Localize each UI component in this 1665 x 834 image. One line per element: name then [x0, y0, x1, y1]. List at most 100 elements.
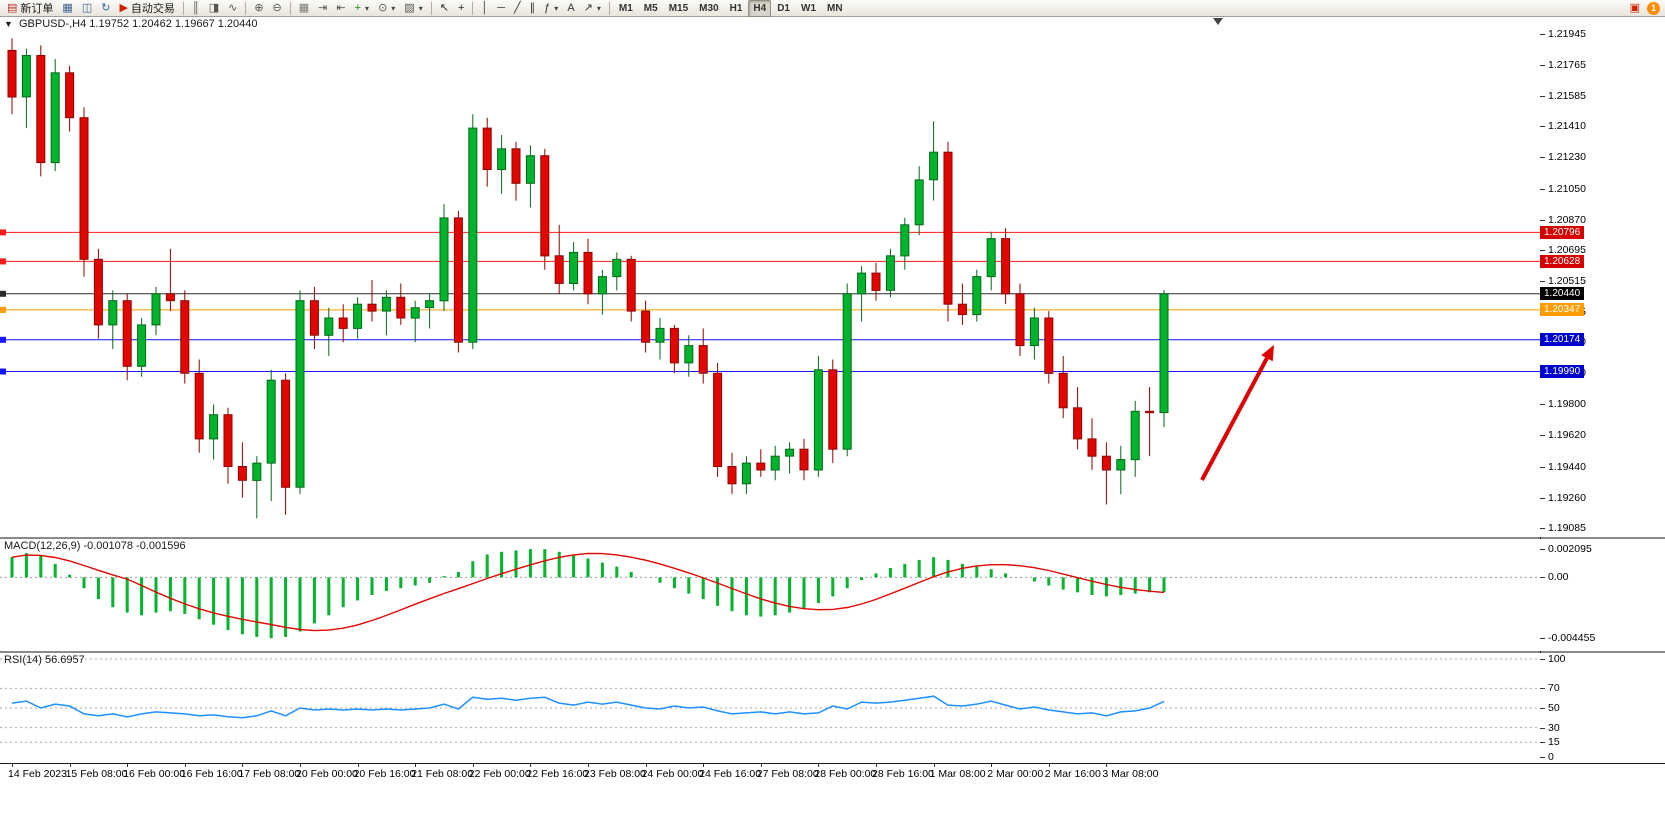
time-label: 16 Feb 00:00: [123, 768, 186, 780]
timeframe-mn-button[interactable]: MN: [827, 2, 843, 14]
timeframe-h1-button[interactable]: H1: [729, 2, 743, 14]
candle: [309, 300, 319, 336]
price-tick: 1.19620: [1540, 429, 1586, 441]
price-tick: 1.21765: [1540, 59, 1586, 71]
candle: [1145, 410, 1155, 414]
panel-splitter[interactable]: [0, 537, 1665, 539]
templates-button[interactable]: ▨ ▾: [400, 0, 426, 17]
time-tick: [1106, 764, 1108, 767]
arrows-icon[interactable]: ↗ ▾: [580, 0, 605, 17]
new-order-button[interactable]: ▤ 新订单: [3, 0, 57, 17]
rsi-tick: 70: [1540, 682, 1560, 694]
timeframe-m1-button[interactable]: M1: [618, 2, 633, 14]
candle: [295, 300, 305, 488]
price-tick: 1.21945: [1540, 28, 1586, 40]
candle: [108, 300, 118, 326]
price-tick: 1.21585: [1540, 90, 1586, 102]
chart-symbol-period: GBPUSD-,H4: [18, 18, 87, 30]
zoom-in-icon[interactable]: ⊕: [250, 0, 267, 17]
candle: [425, 300, 435, 309]
price-tick: 1.19440: [1540, 461, 1586, 473]
alert-window-icon[interactable]: ▣: [1626, 0, 1644, 17]
channel-icon[interactable]: ∥: [526, 0, 540, 17]
bar-chart-icon[interactable]: ║: [188, 0, 204, 17]
candle: [165, 293, 175, 302]
tile-windows-icon[interactable]: ▦: [295, 0, 313, 17]
cursor-icon[interactable]: ↖: [436, 0, 453, 17]
macd-tick: 0.00: [1540, 571, 1568, 583]
candle: [252, 462, 262, 481]
candle: [612, 258, 622, 278]
trendline-icon[interactable]: ╱: [510, 0, 525, 17]
candle: [828, 369, 838, 450]
rsi-panel[interactable]: RSI(14) 56.6957: [0, 653, 1540, 763]
time-label: 14 Feb 2023: [8, 768, 67, 780]
arrows-icon-glyph: ↗: [583, 2, 593, 14]
candle: [468, 127, 478, 343]
navigator-refresh-icon[interactable]: ↻: [97, 0, 114, 17]
trend-arrow-head: [1261, 345, 1274, 362]
candle: [986, 238, 996, 278]
panel-splitter[interactable]: [0, 651, 1665, 653]
crosshair-icon[interactable]: +: [454, 0, 468, 17]
candle: [180, 300, 190, 374]
zoom-in-icon-glyph: ⊕: [254, 2, 264, 14]
main-chart-panel[interactable]: ▼ GBPUSD-,H4 1.19752 1.20462 1.19667 1.2…: [0, 17, 1540, 537]
candle: [1087, 438, 1097, 457]
time-label: 20 Feb 16:00: [353, 768, 416, 780]
candle: [540, 155, 550, 257]
candle: [857, 272, 867, 295]
candle: [770, 455, 780, 471]
rsi-axis: 100 70 50 30 15 0: [1540, 653, 1664, 763]
horizontal-line-icon[interactable]: ─: [493, 0, 509, 17]
time-tick: [818, 764, 820, 767]
line-chart-icon[interactable]: ∿: [224, 0, 241, 17]
chevron-down-icon: ▾: [365, 3, 370, 13]
zoom-out-icon[interactable]: ⊖: [269, 0, 286, 17]
text-icon[interactable]: A: [563, 0, 578, 17]
fibonacci-icon[interactable]: ƒ ▾: [540, 0, 562, 17]
timeframe-m15-button[interactable]: M15: [668, 2, 689, 14]
candle: [482, 127, 492, 170]
timeframe-h4-button[interactable]: H4: [748, 0, 772, 17]
fibonacci-icon-glyph: ƒ: [544, 2, 551, 14]
time-tick: [127, 764, 129, 767]
timeframe-w1-button[interactable]: W1: [801, 2, 816, 14]
candle: [871, 272, 881, 291]
chevron-down-icon: ▾: [391, 3, 396, 13]
timeframe-m30-button[interactable]: M30: [699, 2, 719, 14]
time-axis[interactable]: 14 Feb 2023 15 Feb 08:00 16 Feb 00:00 16 Fe…: [0, 763, 1665, 784]
auto-scroll-icon[interactable]: ⇥: [314, 0, 331, 17]
candlestick-chart[interactable]: [0, 17, 1540, 537]
chart-shift-icon[interactable]: ⇤: [332, 0, 349, 17]
candle: [151, 293, 161, 326]
price-axis[interactable]: 1.21945 1.21765 1.21585 1.21410 1.21230 1.210…: [1540, 17, 1664, 537]
candle: [914, 179, 924, 226]
timeframe-m5-button[interactable]: M5: [643, 2, 658, 14]
charts-window-icon[interactable]: ▦: [58, 0, 76, 17]
collapse-chart-button[interactable]: ▼: [4, 19, 13, 29]
candle: [65, 72, 75, 119]
line-left-marker: [0, 368, 6, 375]
periods-button[interactable]: ⊙ ▾: [374, 0, 399, 17]
candle: [439, 217, 449, 302]
macd-label: MACD(12,26,9) -0.001078 -0.001596: [4, 540, 186, 552]
candle: [7, 49, 17, 98]
notification-badge[interactable]: 1: [1647, 1, 1660, 15]
time-tick: [588, 764, 589, 767]
vertical-line-icon[interactable]: │: [477, 0, 492, 17]
indicators-button[interactable]: + ▾: [351, 0, 373, 17]
market-watch-icon[interactable]: ◫: [78, 0, 96, 17]
zoom-out-icon-glyph: ⊖: [272, 2, 282, 14]
channel-icon-glyph: ∥: [529, 2, 536, 14]
autotrading-button[interactable]: ▶ 自动交易: [115, 0, 178, 17]
candle: [353, 303, 363, 329]
candle: [50, 72, 60, 164]
time-label: 2 Mar 00:00: [987, 768, 1044, 780]
macd-panel[interactable]: MACD(12,26,9) -0.001078 -0.001596: [0, 539, 1540, 651]
price-tag: 1.19990: [1540, 365, 1585, 378]
candle: [929, 151, 939, 181]
candle: [655, 327, 665, 343]
timeframe-d1-button[interactable]: D1: [777, 2, 790, 14]
candlestick-icon[interactable]: ◨: [205, 0, 223, 17]
